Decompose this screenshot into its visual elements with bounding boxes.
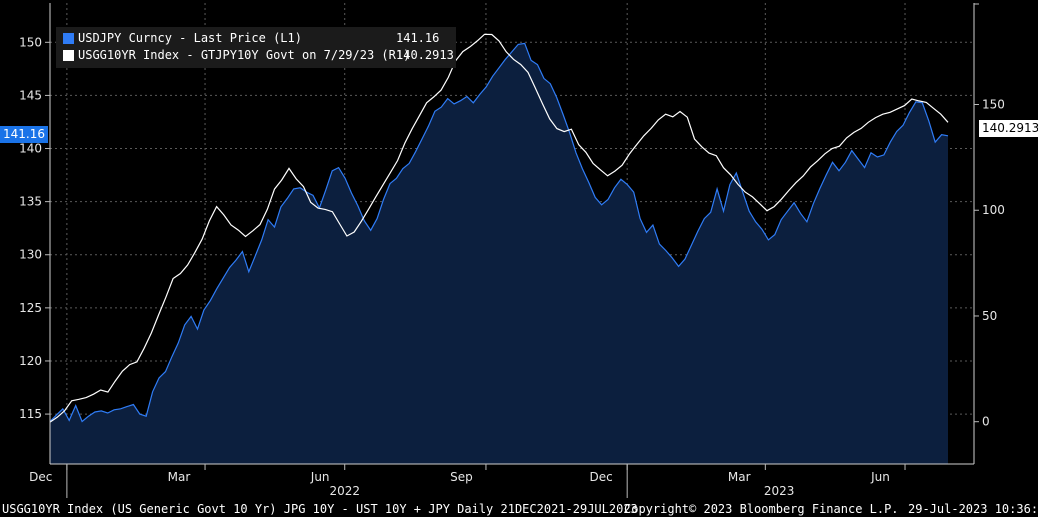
left-tick-label: 145 bbox=[19, 88, 42, 102]
x-year-label: 2022 bbox=[329, 484, 360, 498]
x-month-label: Dec bbox=[29, 470, 52, 484]
left-tick-label: 125 bbox=[19, 301, 42, 315]
left-tick-label: 120 bbox=[19, 354, 42, 368]
left-tick-label: 130 bbox=[19, 248, 42, 262]
legend-label: USGG10YR Index - GTJPY10Y Govt on 7/29/2… bbox=[78, 48, 411, 62]
legend-value: 141.16 bbox=[396, 31, 440, 45]
left-tick-label: 150 bbox=[19, 35, 42, 49]
right-tick-label: 100 bbox=[982, 203, 1005, 217]
right-tick-label: 50 bbox=[982, 309, 997, 323]
legend-entry-spread: USGG10YR Index - GTJPY10Y Govt on 7/29/2… bbox=[56, 47, 456, 64]
right-tick-label: 150 bbox=[982, 98, 1005, 112]
us-jp-spread-line bbox=[49, 33, 949, 423]
legend-swatch-white bbox=[63, 50, 74, 61]
left-axis-ticks: 115 120 125 130 135 140 145 150 bbox=[19, 35, 50, 421]
footer-copyright: Copyright© 2023 Bloomberg Finance L.P. bbox=[624, 502, 899, 516]
x-month-label: Mar bbox=[168, 470, 191, 484]
series-area-fill bbox=[50, 43, 948, 465]
legend-label: USDJPY Curncy - Last Price (L1) bbox=[78, 31, 302, 45]
legend-entry-usdjpy: USDJPY Curncy - Last Price (L1) 141.16 bbox=[56, 30, 456, 47]
left-tick-label: 140 bbox=[19, 142, 42, 156]
left-tick-label: 135 bbox=[19, 195, 42, 209]
x-month-label: Jun bbox=[870, 470, 890, 484]
x-month-label: Sep bbox=[450, 470, 473, 484]
right-last-price-tag: 140.2913 bbox=[979, 120, 1038, 137]
left-last-price-tag: 141.16 bbox=[0, 126, 48, 143]
footer-timestamp: 29-Jul-2023 10:36:30 bbox=[908, 502, 1038, 516]
usdjpy-line bbox=[49, 42, 949, 423]
legend-swatch-blue bbox=[63, 33, 74, 44]
axes bbox=[49, 3, 975, 465]
chart-legend: USDJPY Curncy - Last Price (L1) 141.16 U… bbox=[56, 27, 456, 68]
left-tick-label: 115 bbox=[19, 407, 42, 421]
x-month-label: Mar bbox=[728, 470, 751, 484]
x-year-label: 2023 bbox=[764, 484, 795, 498]
legend-value: 140.2913 bbox=[396, 48, 454, 62]
right-axis-ticks: 0 50 100 150 bbox=[974, 3, 1005, 429]
right-tick-label: 0 bbox=[982, 415, 990, 429]
x-month-label: Dec bbox=[589, 470, 612, 484]
footer-description: USGG10YR Index (US Generic Govt 10 Yr) J… bbox=[2, 502, 638, 516]
x-month-label: Jun bbox=[310, 470, 330, 484]
